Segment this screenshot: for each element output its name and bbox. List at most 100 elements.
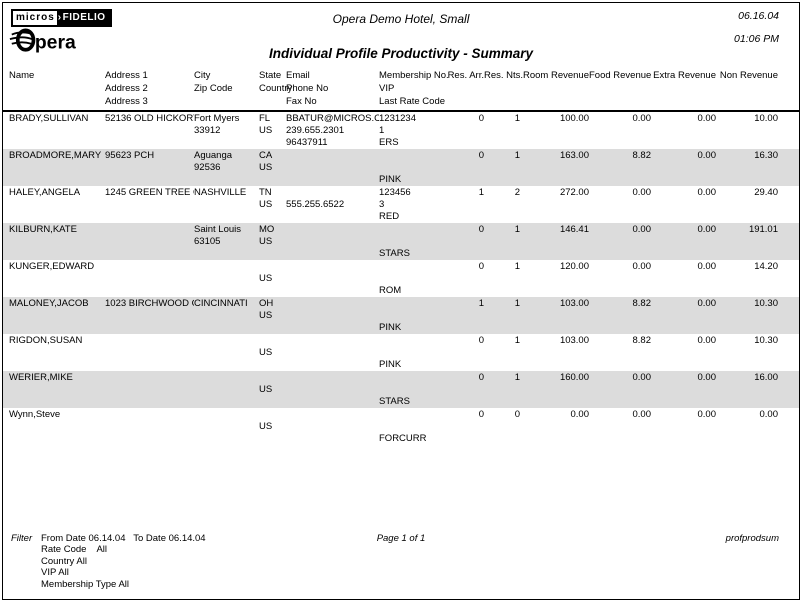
cell-res-nts: 1 xyxy=(514,298,520,309)
col-header-state: State Country xyxy=(259,70,293,94)
cell-address xyxy=(105,335,194,371)
cell-name: BROADMORE,MARY xyxy=(9,150,102,161)
cell-state-country: US xyxy=(259,384,273,395)
cell-non-revenue: 10.30 xyxy=(754,298,778,309)
table-row: BROADMORE,MARY 95623 PCH Aguanga 92536 C… xyxy=(3,149,799,186)
col-header-extra-revenue: Extra Revenue xyxy=(653,70,716,81)
cell-res-arr: 0 xyxy=(478,261,484,272)
cell-city-zip: Saint Louis 63105 xyxy=(194,224,242,247)
page-title: Individual Profile Productivity - Summar… xyxy=(268,46,534,61)
cell-state-country: FL US xyxy=(259,113,273,136)
cell-room-revenue: 103.00 xyxy=(559,298,589,309)
cell-address: 52136 OLD HICKORY TRAI xyxy=(105,113,194,124)
cell-city-zip xyxy=(194,372,259,408)
cell-res-arr: 0 xyxy=(478,150,484,161)
report-table: Name Address 1 Address 2 Address 3 City … xyxy=(3,69,799,445)
cell-room-revenue: 103.00 xyxy=(559,335,589,346)
cell-city-zip: Fort Myers 33912 xyxy=(194,113,240,136)
filter-label: Filter xyxy=(11,533,33,544)
col-header-membership: Membership No. VIP Last Rate Code xyxy=(379,70,449,107)
cell-extra-revenue: 0.00 xyxy=(697,261,717,272)
col-header-res-arr: Res. Arr. xyxy=(447,70,484,81)
cell-membership: PINK xyxy=(379,359,402,370)
table-row: RIGDON,SUSAN US PINK 0 1 103.00 8.82 0.0… xyxy=(3,334,799,371)
cell-name: BRADY,SULLIVAN xyxy=(9,113,89,124)
page-number: Page 1 of 1 xyxy=(376,533,426,544)
table-row: KUNGER,EDWARD US ROM 0 1 120.00 0.00 0.0… xyxy=(3,260,799,297)
cell-food-revenue: 8.82 xyxy=(632,150,652,161)
cell-name: KUNGER,EDWARD xyxy=(9,261,95,272)
cell-contact xyxy=(286,224,379,260)
col-header-contact: Email Phone No Fax No xyxy=(286,70,329,107)
cell-extra-revenue: 0.00 xyxy=(697,298,717,309)
cell-res-nts: 1 xyxy=(514,335,520,346)
cell-food-revenue: 0.00 xyxy=(632,113,652,124)
cell-non-revenue: 10.30 xyxy=(754,335,778,346)
hotel-name: Opera Demo Hotel, Small xyxy=(332,12,470,26)
cell-address xyxy=(105,409,194,445)
cell-contact xyxy=(286,150,379,186)
cell-extra-revenue: 0.00 xyxy=(697,187,717,198)
cell-res-nts: 1 xyxy=(514,224,520,235)
cell-non-revenue: 14.20 xyxy=(754,261,778,272)
cell-contact: BBATUR@MICROS.COM 239.655.2301 96437911 xyxy=(286,113,379,148)
cell-city-zip: Aguanga 92536 xyxy=(194,150,233,173)
cell-extra-revenue: 0.00 xyxy=(697,335,717,346)
fidelio-logo-text: FIDELIO xyxy=(62,12,106,23)
cell-room-revenue: 272.00 xyxy=(559,187,589,198)
cell-non-revenue: 10.00 xyxy=(754,113,778,124)
col-header-address: Address 1 Address 2 Address 3 xyxy=(105,70,148,107)
cell-city-zip xyxy=(194,335,259,371)
cell-extra-revenue: 0.00 xyxy=(697,372,717,383)
cell-room-revenue: 0.00 xyxy=(570,409,590,420)
table-header: Name Address 1 Address 2 Address 3 City … xyxy=(3,69,799,112)
cell-room-revenue: 160.00 xyxy=(559,372,589,383)
cell-address: 95623 PCH xyxy=(105,150,155,161)
table-row: WERIER,MIKE US STARS 0 1 160.00 0.00 0.0… xyxy=(3,371,799,408)
cell-res-arr: 0 xyxy=(478,224,484,235)
cell-membership: PINK xyxy=(379,174,402,185)
cell-membership: FORCURR xyxy=(379,433,427,444)
table-row: KILBURN,KATE Saint Louis 63105 MO US STA… xyxy=(3,223,799,260)
table-row: BRADY,SULLIVAN 52136 OLD HICKORY TRAI Fo… xyxy=(3,112,799,149)
cell-non-revenue: 16.00 xyxy=(754,372,778,383)
cell-res-nts: 2 xyxy=(514,187,520,198)
opera-o-glyph xyxy=(15,28,36,52)
cell-state-country: US xyxy=(259,421,273,432)
cell-contact xyxy=(286,335,379,371)
cell-food-revenue: 8.82 xyxy=(632,298,652,309)
cell-contact xyxy=(286,261,379,297)
cell-non-revenue: 191.01 xyxy=(748,224,778,235)
cell-res-arr: 0 xyxy=(478,113,484,124)
cell-food-revenue: 0.00 xyxy=(632,187,652,198)
cell-name: HALEY,ANGELA xyxy=(9,187,81,198)
cell-res-arr: 0 xyxy=(478,409,484,420)
cell-room-revenue: 100.00 xyxy=(559,113,589,124)
table-row: Wynn,Steve US FORCURR 0 0 0.00 0.00 0.00 xyxy=(3,408,799,445)
cell-food-revenue: 0.00 xyxy=(632,224,652,235)
cell-address: 1245 GREEN TREE CIRCL xyxy=(105,187,194,198)
fidelio-logo-box: › FIDELIO xyxy=(56,9,112,27)
cell-membership: 1231234 1 ERS xyxy=(379,113,416,148)
col-header-room-revenue: Room Revenue xyxy=(522,70,589,81)
cell-contact: 555.255.6522 xyxy=(286,199,345,210)
cell-address xyxy=(105,224,194,260)
report-code: profprodsum xyxy=(725,533,779,544)
filter-line-membership-type: Membership Type All xyxy=(41,578,130,590)
cell-membership: 123456 3 RED xyxy=(379,187,411,222)
filter-line-rate-code: Rate Code All xyxy=(41,544,108,556)
cell-city-zip xyxy=(194,409,259,445)
cell-room-revenue: 120.00 xyxy=(559,261,589,272)
cell-name: RIGDON,SUSAN xyxy=(9,335,83,346)
filter-line-vip: VIP All xyxy=(41,567,69,579)
filter-line-country: Country All xyxy=(41,555,87,567)
opera-logo: pera xyxy=(9,27,81,58)
cell-res-arr: 0 xyxy=(478,335,484,346)
cell-city-zip: NASHVILLE xyxy=(194,187,247,198)
opera-logo-graphic: pera xyxy=(9,28,76,53)
cell-extra-revenue: 0.00 xyxy=(697,113,717,124)
cell-res-nts: 1 xyxy=(514,150,520,161)
col-header-name: Name xyxy=(9,70,35,81)
cell-non-revenue: 0.00 xyxy=(759,409,779,420)
cell-res-nts: 0 xyxy=(514,409,520,420)
